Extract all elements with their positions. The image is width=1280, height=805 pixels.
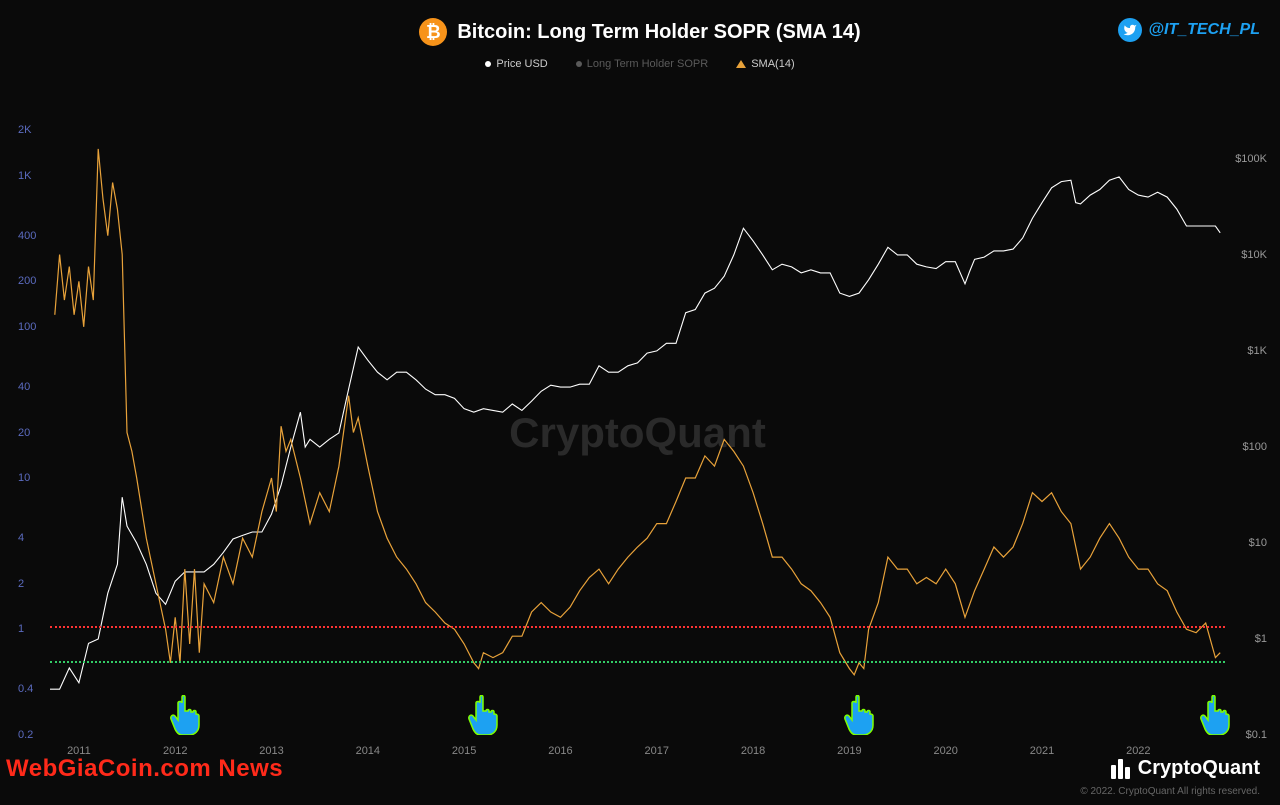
x-tick: 2016	[548, 745, 572, 757]
y-right-tick: $1	[1255, 633, 1267, 645]
pointer-icon	[843, 695, 875, 735]
twitter-icon	[1118, 18, 1142, 42]
y-right-tick: $1K	[1247, 345, 1267, 357]
copyright-text: © 2022. CryptoQuant All rights reserved.	[1080, 786, 1260, 797]
x-tick: 2021	[1030, 745, 1054, 757]
y-left-tick: 200	[18, 275, 36, 287]
legend-sopr-label: Long Term Holder SOPR	[587, 58, 708, 70]
plot-area: CryptoQuant 0.20.41241020401002004001K2K…	[50, 130, 1225, 735]
x-tick: 2017	[645, 745, 669, 757]
pointer-icon	[169, 695, 201, 735]
y-left-tick: 4	[18, 532, 24, 544]
x-tick: 2022	[1126, 745, 1150, 757]
legend-tri-sma	[736, 60, 746, 68]
y-left-tick: 1K	[18, 170, 31, 182]
chart-legend: Price USD Long Term Holder SOPR SMA(14)	[0, 58, 1280, 70]
y-left-tick: 10	[18, 472, 30, 484]
y-left-tick: 1	[18, 623, 24, 635]
chart-container: ₿ Bitcoin: Long Term Holder SOPR (SMA 14…	[0, 0, 1280, 805]
y-left-tick: 0.2	[18, 729, 33, 741]
legend-sma-label: SMA(14)	[751, 58, 794, 70]
y-left-tick: 2	[18, 578, 24, 590]
sma-line	[55, 149, 1220, 675]
y-right-tick: $0.1	[1246, 729, 1267, 741]
bitcoin-icon: ₿	[419, 18, 447, 46]
legend-price[interactable]: Price USD	[485, 58, 547, 70]
legend-price-label: Price USD	[496, 58, 547, 70]
legend-sma[interactable]: SMA(14)	[736, 58, 794, 70]
x-tick: 2019	[837, 745, 861, 757]
y-right-tick: $10K	[1241, 249, 1267, 261]
x-tick: 2015	[452, 745, 476, 757]
y-left-tick: 2K	[18, 124, 31, 136]
footer-brand[interactable]: CryptoQuant	[1111, 757, 1260, 780]
title-row: ₿ Bitcoin: Long Term Holder SOPR (SMA 14…	[0, 18, 1280, 46]
pointer-icon	[1199, 695, 1231, 735]
x-tick: 2020	[933, 745, 957, 757]
legend-dot-sopr	[576, 61, 582, 67]
legend-sopr[interactable]: Long Term Holder SOPR	[576, 58, 708, 70]
x-tick: 2018	[741, 745, 765, 757]
y-left-tick: 400	[18, 230, 36, 242]
y-right-tick: $100	[1243, 441, 1267, 453]
y-left-tick: 40	[18, 381, 30, 393]
chart-title: Bitcoin: Long Term Holder SOPR (SMA 14)	[457, 21, 860, 44]
pointer-icon	[467, 695, 499, 735]
legend-dot-price	[485, 61, 491, 67]
y-right-tick: $100K	[1235, 153, 1267, 165]
ref-line-red	[50, 626, 1225, 628]
twitter-handle[interactable]: @IT_TECH_PL	[1118, 18, 1260, 42]
footer-brand-text: CryptoQuant	[1138, 757, 1260, 780]
y-left-tick: 20	[18, 427, 30, 439]
x-tick: 2014	[356, 745, 380, 757]
twitter-handle-text: @IT_TECH_PL	[1148, 21, 1260, 39]
ref-line-green	[50, 661, 1225, 663]
price-line	[50, 177, 1220, 689]
y-right-tick: $10	[1249, 537, 1267, 549]
cryptoquant-logo-icon	[1111, 759, 1130, 779]
y-left-tick: 0.4	[18, 683, 33, 695]
y-left-tick: 100	[18, 321, 36, 333]
chart-svg	[50, 130, 1225, 735]
chart-header: ₿ Bitcoin: Long Term Holder SOPR (SMA 14…	[0, 18, 1280, 46]
overlay-watermark: WebGiaCoin.com News	[6, 755, 283, 783]
